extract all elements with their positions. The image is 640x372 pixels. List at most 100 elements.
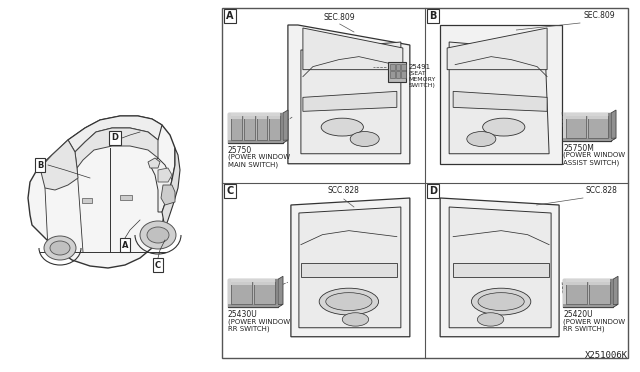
Ellipse shape: [477, 313, 504, 326]
Text: 25491: 25491: [408, 64, 431, 70]
Text: 25750M: 25750M: [563, 144, 594, 153]
Bar: [228, 304, 278, 307]
Bar: [589, 282, 610, 304]
Bar: [588, 116, 608, 119]
Polygon shape: [440, 198, 559, 337]
Bar: [82, 198, 92, 203]
Bar: [257, 116, 268, 119]
Bar: [390, 71, 395, 78]
Polygon shape: [75, 128, 158, 168]
Bar: [608, 113, 611, 141]
Bar: [269, 116, 280, 140]
Text: B: B: [37, 160, 43, 170]
Bar: [269, 116, 280, 119]
Bar: [244, 116, 255, 140]
Bar: [228, 140, 283, 143]
Polygon shape: [28, 116, 175, 268]
Text: SWITCH): SWITCH): [408, 83, 435, 88]
Polygon shape: [613, 276, 618, 307]
Ellipse shape: [50, 241, 70, 255]
Bar: [566, 116, 586, 119]
Bar: [563, 113, 611, 116]
Bar: [566, 282, 587, 304]
Bar: [563, 138, 611, 141]
Bar: [231, 116, 242, 140]
Text: A: A: [227, 11, 234, 21]
Polygon shape: [563, 304, 618, 307]
Text: B: B: [429, 11, 436, 21]
Polygon shape: [162, 148, 180, 228]
Bar: [228, 279, 231, 307]
Bar: [120, 195, 132, 200]
Polygon shape: [40, 140, 78, 190]
Bar: [566, 282, 587, 285]
Text: D: D: [111, 134, 118, 142]
Polygon shape: [611, 110, 616, 141]
Text: MAIN SWITCH): MAIN SWITCH): [228, 161, 278, 167]
Bar: [228, 113, 283, 143]
Bar: [254, 282, 275, 285]
Polygon shape: [150, 158, 172, 212]
Text: SCC.828: SCC.828: [586, 186, 618, 195]
Bar: [280, 113, 283, 143]
Bar: [563, 113, 611, 141]
Bar: [401, 71, 406, 78]
Polygon shape: [449, 207, 551, 328]
Bar: [563, 279, 613, 282]
Polygon shape: [228, 140, 288, 143]
Text: 25430U: 25430U: [228, 310, 258, 319]
Text: X251006K: X251006K: [585, 351, 628, 360]
Polygon shape: [563, 138, 616, 141]
Bar: [401, 64, 406, 70]
Ellipse shape: [350, 132, 380, 147]
Ellipse shape: [326, 293, 372, 311]
Bar: [231, 116, 242, 119]
Polygon shape: [158, 168, 172, 182]
Bar: [228, 279, 278, 307]
Ellipse shape: [147, 227, 169, 243]
Polygon shape: [303, 28, 403, 70]
Bar: [228, 113, 283, 116]
Text: D: D: [429, 186, 437, 196]
Text: RR SWITCH): RR SWITCH): [563, 325, 605, 332]
Bar: [388, 62, 406, 81]
Text: MEMORY: MEMORY: [408, 77, 436, 81]
Bar: [563, 304, 613, 307]
Polygon shape: [453, 263, 549, 278]
Text: ASSIST SWITCH): ASSIST SWITCH): [563, 159, 620, 166]
Ellipse shape: [342, 313, 369, 326]
Text: SEC.809: SEC.809: [583, 11, 614, 20]
Bar: [228, 113, 231, 143]
Text: 25750: 25750: [228, 146, 252, 155]
Bar: [563, 279, 566, 307]
Text: A: A: [122, 241, 128, 250]
Bar: [390, 64, 395, 70]
Polygon shape: [148, 158, 160, 168]
Polygon shape: [301, 263, 397, 278]
Bar: [566, 116, 586, 138]
Polygon shape: [301, 42, 401, 154]
Polygon shape: [291, 198, 410, 337]
Bar: [589, 282, 610, 285]
Bar: [563, 279, 613, 307]
Text: 25420U: 25420U: [563, 310, 593, 319]
Text: SCC.828: SCC.828: [328, 186, 360, 195]
Text: (POWER WINDOW: (POWER WINDOW: [228, 318, 290, 325]
Bar: [563, 113, 566, 141]
Bar: [610, 279, 613, 307]
Polygon shape: [299, 207, 401, 328]
Text: C: C: [227, 186, 234, 196]
Ellipse shape: [472, 288, 531, 315]
Text: (POWER WINDOW: (POWER WINDOW: [563, 152, 625, 158]
Ellipse shape: [467, 132, 496, 147]
Ellipse shape: [321, 118, 364, 136]
Polygon shape: [161, 185, 175, 205]
Bar: [231, 282, 252, 285]
Polygon shape: [440, 25, 562, 164]
Ellipse shape: [483, 118, 525, 136]
Polygon shape: [283, 110, 288, 143]
Polygon shape: [303, 92, 397, 111]
Polygon shape: [447, 28, 547, 70]
Bar: [254, 282, 275, 304]
Text: C: C: [155, 260, 161, 269]
